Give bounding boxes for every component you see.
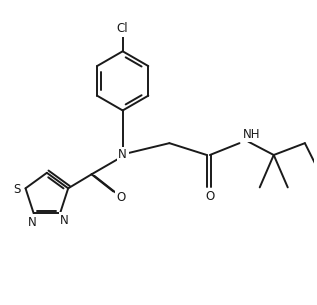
Text: NH: NH (243, 128, 260, 141)
Text: O: O (117, 191, 126, 203)
Text: N: N (118, 149, 127, 161)
Text: Cl: Cl (117, 22, 128, 35)
Text: N: N (28, 216, 36, 229)
Text: O: O (205, 190, 215, 203)
Text: S: S (13, 183, 21, 196)
Text: N: N (60, 214, 69, 227)
